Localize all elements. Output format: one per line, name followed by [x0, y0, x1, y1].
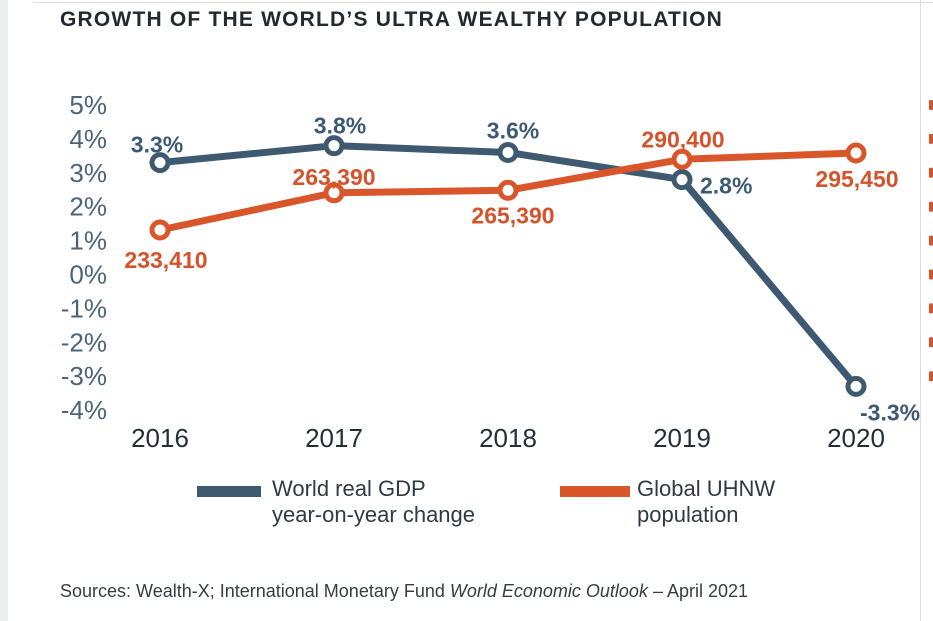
left-axis-tick-label: 2% — [69, 192, 107, 222]
right-axis-label-sliver — [929, 337, 933, 348]
uhnw-legend-label: Global UHNW population — [637, 476, 775, 528]
right-axis-label-sliver — [929, 133, 933, 144]
uhnw-data-point-marker — [671, 148, 693, 170]
uhnw-point-label: 290,400 — [641, 126, 724, 152]
right-axis-label-sliver — [929, 235, 933, 246]
uhnw-legend-label-line2: population — [637, 502, 739, 527]
gdp-legend-label-line1: World real GDP — [272, 476, 426, 501]
gdp-series — [149, 135, 867, 397]
gdp-point-label: -3.3% — [860, 399, 920, 425]
uhnw-data-point-marker — [497, 179, 519, 201]
left-axis-tick-label: 3% — [69, 158, 107, 188]
left-axis-tick-label: 0% — [69, 260, 107, 290]
uhnw-legend-swatch — [560, 486, 630, 497]
right-axis-label-sliver — [929, 100, 933, 110]
uhnw-point-label: 233,410 — [124, 247, 207, 273]
left-axis-tick-label: -2% — [61, 327, 107, 357]
uhnw-data-point-marker — [845, 142, 867, 164]
uhnw-data-point-marker — [323, 182, 345, 204]
x-axis-year-label: 2018 — [479, 423, 537, 453]
uhnw-point-labels: 233,410 263,390 265,390 290,400 295,450 — [124, 126, 898, 273]
x-axis-year-labels: 2016 2017 2018 2019 2020 — [131, 423, 885, 453]
uhnw-point-label: 263,390 — [292, 164, 375, 190]
uhnw-legend-label-line1: Global UHNW — [637, 476, 776, 501]
right-axis-label-sliver — [929, 269, 933, 280]
right-axis-label-sliver — [929, 371, 933, 382]
gdp-legend-label-line2: year-on-year change — [272, 502, 476, 527]
sources-prefix: Sources: Wealth-X; International Monetar… — [60, 581, 450, 601]
left-margin-strip — [0, 0, 8, 621]
sources-note: Sources: Wealth-X; International Monetar… — [60, 581, 748, 602]
gdp-point-label: 3.3% — [131, 132, 183, 158]
left-axis-tick-label: -3% — [61, 361, 107, 391]
x-axis-year-label: 2020 — [827, 423, 885, 453]
gdp-legend-label: World real GDP year-on-year change — [272, 476, 475, 528]
sources-italic-title: World Economic Outlook — [449, 581, 648, 601]
x-axis-year-label: 2017 — [305, 423, 363, 453]
chart-title: GROWTH OF THE WORLD’S ULTRA WEALTHY POPU… — [60, 8, 723, 31]
left-axis-tick-label: 5% — [69, 90, 107, 120]
gdp-point-label: 3.8% — [314, 113, 366, 139]
right-border-line — [920, 0, 921, 621]
gdp-data-point-marker — [497, 141, 519, 163]
uhnw-point-label: 265,390 — [471, 202, 554, 228]
x-axis-year-label: 2016 — [131, 423, 189, 453]
gdp-point-label: 2.8% — [700, 173, 752, 199]
right-axis-label-sliver — [929, 303, 933, 314]
legend-item-gdp: World real GDP year-on-year change — [197, 476, 475, 528]
gdp-point-labels: 3.3% 3.8% 3.6% 2.8% -3.3% — [131, 113, 920, 426]
uhnw-series — [149, 142, 867, 241]
left-axis-tick-label: -4% — [61, 395, 107, 425]
sources-suffix: – April 2021 — [647, 581, 749, 601]
gdp-point-label: 3.6% — [487, 117, 539, 143]
right-axis-label-sliver — [929, 167, 933, 178]
left-axis-tick-labels: 5% 4% 3% 2% 1% 0%-1% -2% -3% -4% — [61, 90, 107, 425]
uhnw-data-point-marker — [149, 219, 171, 241]
left-axis-tick-label: -1% — [61, 293, 107, 323]
right-axis-cropped-labels — [929, 100, 933, 382]
uhnw-point-label: 295,450 — [815, 166, 898, 192]
gdp-data-point-marker — [149, 152, 171, 174]
legend-item-uhnw: Global UHNW population — [560, 476, 775, 528]
left-axis-tick-label: 4% — [69, 124, 107, 154]
gdp-legend-swatch — [197, 486, 261, 497]
top-border-line — [33, 2, 933, 3]
gdp-data-point-marker — [845, 375, 867, 397]
gdp-data-point-marker — [323, 135, 345, 157]
left-axis-tick-label: 1% — [69, 226, 107, 256]
x-axis-year-label: 2019 — [653, 423, 711, 453]
gdp-data-point-marker — [671, 169, 693, 191]
right-axis-label-sliver — [929, 201, 933, 212]
